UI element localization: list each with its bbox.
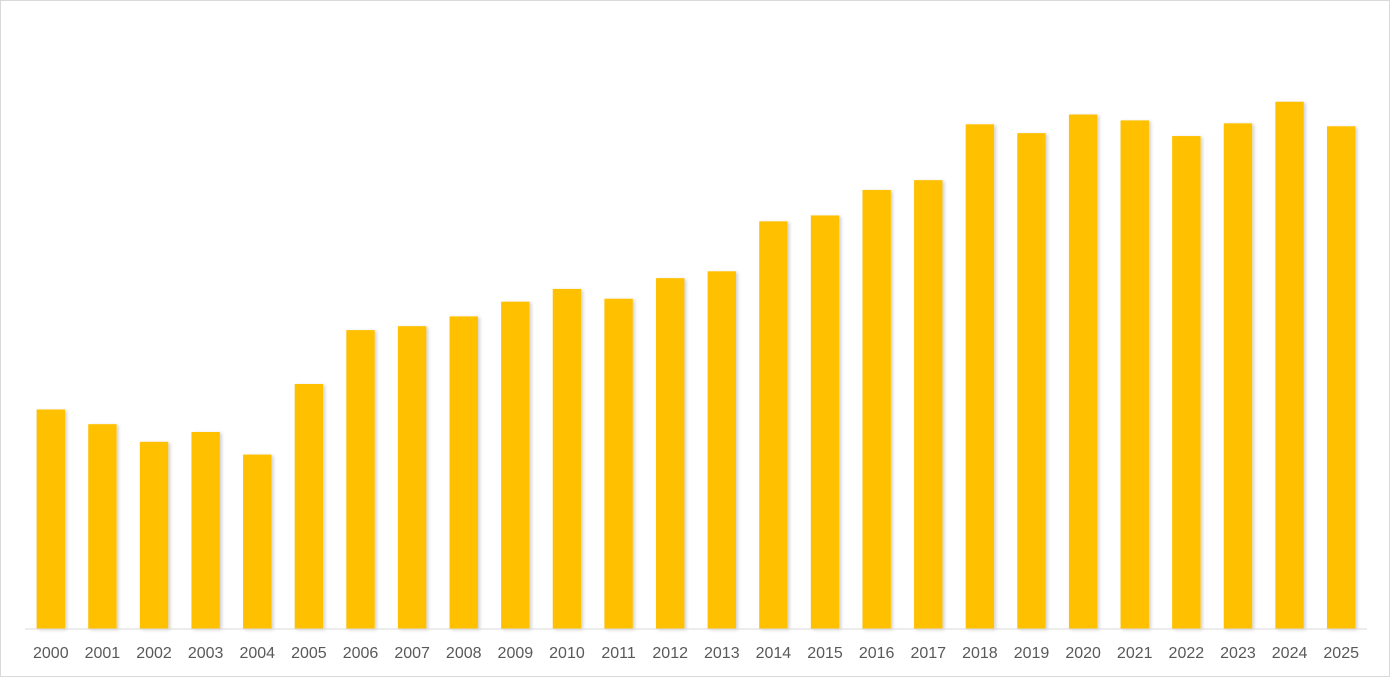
- x-tick-label-2022: 2022: [1169, 645, 1205, 662]
- bar-2004: [243, 454, 272, 629]
- bar-2015: [810, 215, 840, 629]
- bar-2013: [707, 271, 736, 629]
- bar-2007: [397, 326, 427, 629]
- x-tick-label-2015: 2015: [807, 645, 843, 662]
- x-tick-label-2023: 2023: [1220, 645, 1256, 662]
- bar-2020: [1068, 114, 1098, 629]
- bar-2010: [552, 288, 582, 629]
- bar-2016: [862, 189, 891, 629]
- x-tick-label-2009: 2009: [498, 645, 534, 662]
- x-tick-label-2005: 2005: [291, 645, 327, 662]
- x-tick-label-2017: 2017: [910, 645, 946, 662]
- bar-2021: [1120, 120, 1149, 629]
- x-tick-label-2016: 2016: [859, 645, 895, 662]
- bar-2012: [656, 278, 685, 629]
- x-tick-label-2025: 2025: [1323, 645, 1359, 662]
- bar-2024: [1275, 101, 1304, 629]
- bar-2022: [1172, 136, 1201, 629]
- x-tick-label-2006: 2006: [343, 645, 379, 662]
- x-tick-label-2001: 2001: [85, 645, 121, 662]
- x-tick-label-2024: 2024: [1272, 645, 1308, 662]
- x-tick-label-2021: 2021: [1117, 645, 1153, 662]
- x-tick-label-2014: 2014: [756, 645, 792, 662]
- bar-2003: [191, 432, 220, 629]
- bar-2008: [449, 316, 478, 629]
- x-tick-label-2008: 2008: [446, 645, 482, 662]
- bar-2017: [914, 180, 943, 629]
- x-tick-label-2010: 2010: [549, 645, 585, 662]
- x-tick-label-2000: 2000: [33, 645, 69, 662]
- bar-2002: [139, 441, 169, 629]
- bar-2005: [294, 384, 324, 629]
- bar-2023: [1223, 123, 1253, 629]
- bar-2006: [346, 330, 375, 629]
- bar-2000: [36, 409, 65, 629]
- x-tick-label-2002: 2002: [136, 645, 172, 662]
- x-tick-label-2004: 2004: [239, 645, 275, 662]
- bar-2025: [1327, 126, 1356, 629]
- x-tick-label-2007: 2007: [394, 645, 430, 662]
- bar-2019: [1017, 133, 1046, 629]
- x-tick-label-2013: 2013: [704, 645, 740, 662]
- x-tick-label-2019: 2019: [1014, 645, 1050, 662]
- x-tick-label-2020: 2020: [1065, 645, 1101, 662]
- bar-2014: [759, 221, 788, 629]
- x-tick-label-2003: 2003: [188, 645, 224, 662]
- bar-2001: [88, 424, 117, 629]
- bar-2018: [965, 124, 995, 630]
- x-tick-labels: 2000 2001 2002 2003 2004 2005 2006 2007 2008 2009…: [33, 645, 1359, 662]
- bar-2009: [501, 301, 530, 629]
- bar-2011: [604, 298, 633, 629]
- x-tick-label-2018: 2018: [962, 645, 998, 662]
- x-tick-label-2011: 2011: [601, 645, 636, 662]
- bars-layer: [36, 101, 1356, 630]
- x-tick-label-2012: 2012: [652, 645, 688, 662]
